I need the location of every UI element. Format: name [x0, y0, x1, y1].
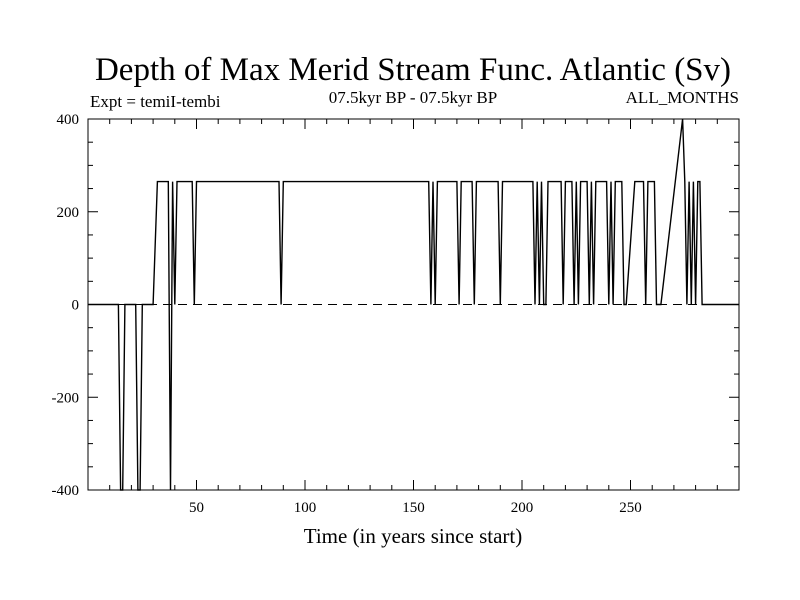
- y-tick-label: 200: [57, 205, 80, 221]
- x-tick-label: 50: [189, 500, 204, 516]
- chart-title: Depth of Max Merid Stream Func. Atlantic…: [95, 52, 731, 88]
- series-group: [88, 118, 739, 491]
- subtitle-months: ALL_MONTHS: [626, 88, 739, 107]
- subtitle-experiment: Expt = temiI-tembi: [90, 92, 221, 111]
- subtitle-period: 07.5kyr BP - 07.5kyr BP: [329, 88, 497, 107]
- y-tick-label: -400: [52, 483, 80, 499]
- x-tick-label: 200: [511, 500, 534, 516]
- series-line: [88, 118, 739, 491]
- y-tick-label: 400: [57, 112, 80, 128]
- y-tick-label: -200: [52, 390, 80, 406]
- x-tick-label: 250: [619, 500, 642, 516]
- x-tick-label: 150: [402, 500, 425, 516]
- axis-tick-labels: 50 100 150 200 250 -400 -200 0 200 400: [52, 112, 642, 516]
- x-tick-label: 100: [294, 500, 317, 516]
- x-axis-label: Time (in years since start): [304, 524, 523, 548]
- y-tick-label: 0: [72, 298, 80, 314]
